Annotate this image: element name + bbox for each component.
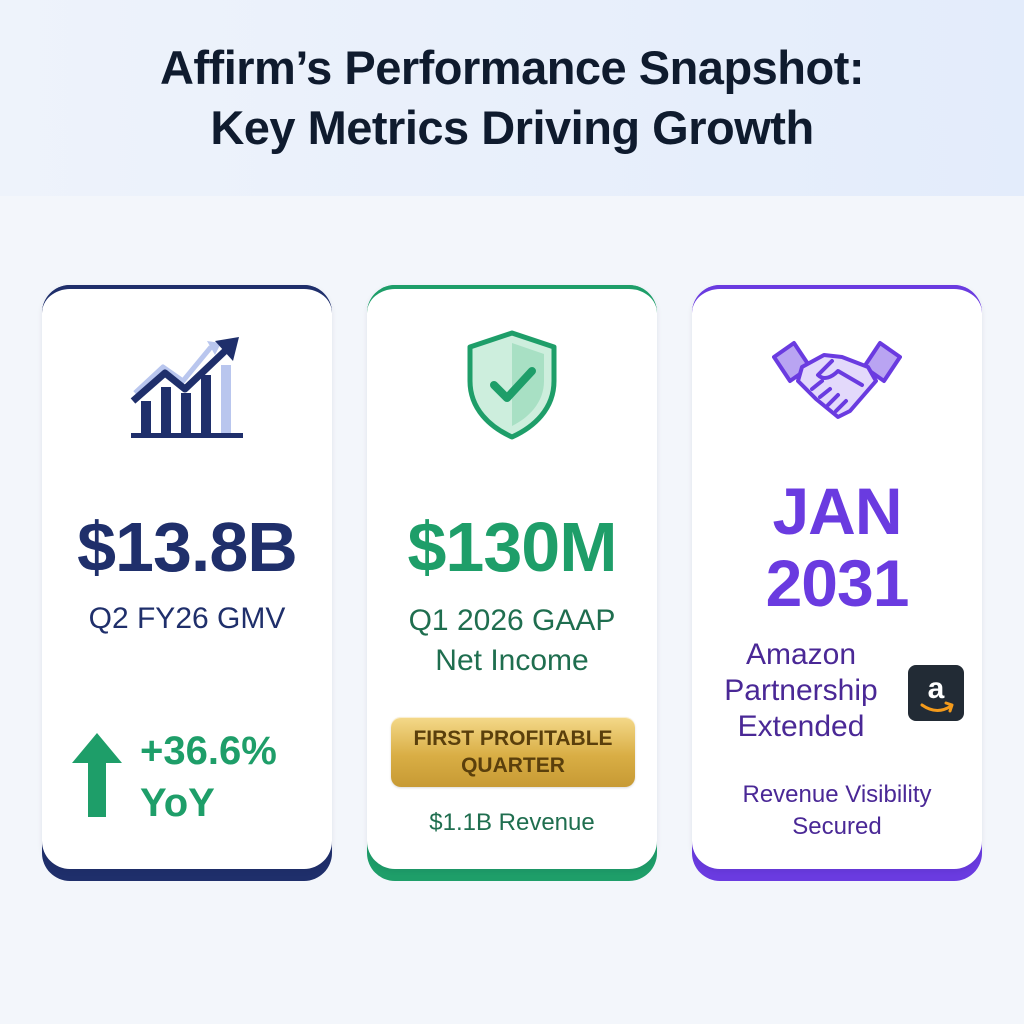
- arrow-up-icon: [72, 733, 122, 822]
- shield-check-icon: [367, 329, 657, 446]
- gmv-label: Q2 FY26 GMV: [88, 602, 286, 635]
- svg-text:a: a: [928, 672, 945, 705]
- partnership-label: Amazon Partnership Extended: [694, 637, 908, 745]
- page-title: Affirm’s Performance Snapshot: Key Metri…: [0, 38, 1024, 158]
- net-income-card: $130M Q1 2026 GAAP Net Income FIRST PROF…: [367, 285, 657, 881]
- net-income-value: $130M: [407, 508, 617, 586]
- badge-line-1: FIRST PROFITABLE: [413, 727, 613, 750]
- title-line-1: Affirm’s Performance Snapshot:: [159, 41, 865, 94]
- revenue-text: $1.1B Revenue: [429, 809, 595, 836]
- growth-chart-icon: [42, 331, 332, 446]
- revenue-visibility-note: Revenue Visibility Secured: [692, 779, 982, 843]
- badge-line-2: QUARTER: [461, 754, 565, 777]
- partnership-date: JAN 2031: [692, 475, 982, 619]
- net-income-card-body: $130M Q1 2026 GAAP Net Income FIRST PROF…: [367, 285, 657, 869]
- gmv-card: $13.8B Q2 FY26 GMV +36.6% YoY: [42, 285, 332, 881]
- gmv-change: +36.6% YoY: [140, 725, 277, 829]
- amazon-logo-icon: a: [908, 665, 964, 721]
- partnership-label-line-2: Partnership: [724, 674, 878, 707]
- header-banner: [0, 0, 1024, 196]
- partnership-date-month: JAN: [772, 474, 902, 548]
- amazon-partnership-card: JAN 2031 Amazon Partnership Extended a R…: [692, 285, 982, 881]
- partnership-label-line-3: Extended: [737, 710, 865, 743]
- gmv-change-percent: +36.6%: [140, 729, 277, 773]
- handshake-icon: [692, 337, 982, 426]
- amazon-partnership-card-body: JAN 2031 Amazon Partnership Extended a R…: [692, 285, 982, 869]
- gmv-value: $13.8B: [77, 508, 298, 586]
- net-income-label-line-1: Q1 2026 GAAP: [408, 604, 616, 637]
- gmv-change-period: YoY: [140, 781, 215, 825]
- net-income-label: Q1 2026 GAAP Net Income: [367, 601, 657, 681]
- partnership-date-year: 2031: [765, 546, 910, 620]
- title-line-2: Key Metrics Driving Growth: [210, 101, 814, 154]
- note-line-2: Secured: [792, 813, 882, 840]
- note-line-1: Revenue Visibility: [742, 781, 932, 808]
- gmv-card-body: $13.8B Q2 FY26 GMV +36.6% YoY: [42, 285, 332, 869]
- first-profitable-badge: FIRST PROFITABLE QUARTER: [391, 717, 635, 787]
- partnership-label-line-1: Amazon: [745, 638, 857, 671]
- net-income-label-line-2: Net Income: [435, 644, 589, 677]
